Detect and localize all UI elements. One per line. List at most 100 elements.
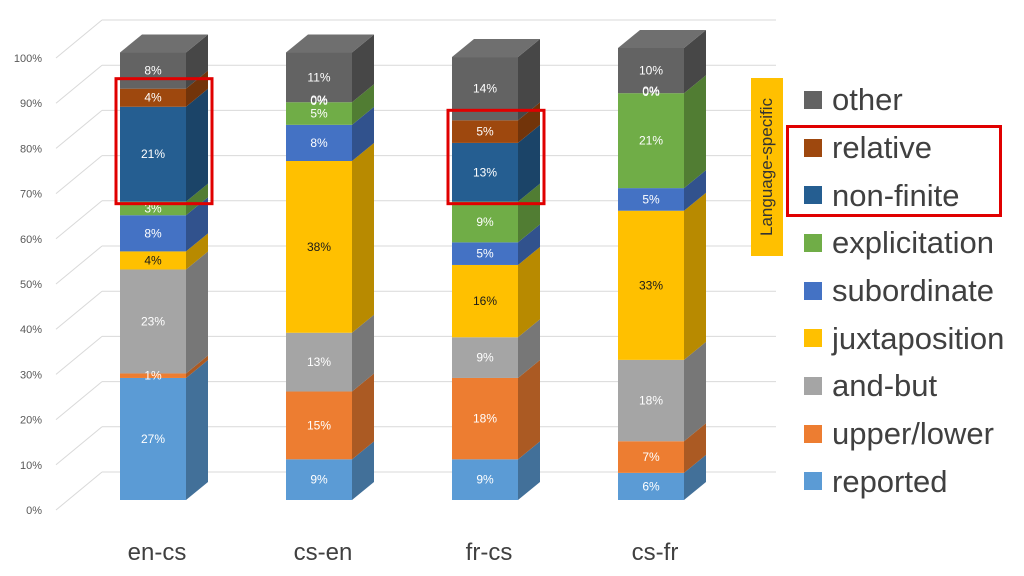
y-tick-label: 50% bbox=[20, 279, 42, 291]
legend-swatch bbox=[804, 138, 822, 157]
bar-segment bbox=[618, 359, 684, 442]
data-label: 0% bbox=[310, 93, 328, 107]
data-label: 15% bbox=[307, 418, 331, 432]
y-tick-label: 20% bbox=[20, 415, 42, 427]
x-category-label: fr-cs bbox=[466, 539, 513, 566]
gridline-side bbox=[55, 245, 103, 285]
bar-segment-side bbox=[684, 75, 706, 189]
bar-segment-side bbox=[186, 251, 208, 374]
data-label: 0% bbox=[642, 84, 660, 98]
legend-label: juxtaposition bbox=[832, 320, 1005, 356]
bar-segment bbox=[452, 264, 518, 338]
bar-segment-side bbox=[352, 84, 374, 125]
bar-segment-side bbox=[352, 34, 374, 103]
bar-segment-side bbox=[352, 143, 374, 333]
bar-segment-side bbox=[518, 246, 540, 338]
bar-segment-side bbox=[186, 88, 208, 202]
y-tick-label: 60% bbox=[20, 234, 42, 246]
bar-segment bbox=[120, 377, 186, 500]
legend-label: subordinate bbox=[832, 273, 995, 309]
bar-segment bbox=[618, 472, 684, 500]
bar-segment-side bbox=[518, 124, 540, 202]
bar-segment bbox=[286, 124, 352, 161]
data-label: 13% bbox=[473, 165, 497, 179]
gridline-side bbox=[55, 426, 103, 466]
data-label: 13% bbox=[307, 355, 331, 369]
y-tick-label: 40% bbox=[20, 324, 42, 336]
data-label: 11% bbox=[307, 70, 330, 84]
data-label: 18% bbox=[639, 394, 663, 408]
y-tick-label: 10% bbox=[20, 460, 42, 472]
bar-segment-side bbox=[186, 359, 208, 500]
gridline-side bbox=[55, 200, 103, 240]
data-label: 5% bbox=[476, 247, 494, 261]
data-label: 6% bbox=[642, 479, 660, 493]
data-label: 9% bbox=[476, 473, 494, 487]
legend-item: explicitation bbox=[804, 219, 1004, 267]
legend-item: upper/lower bbox=[804, 410, 1004, 458]
y-tick-label: 80% bbox=[20, 143, 42, 155]
bar-segment bbox=[286, 459, 352, 500]
legend-label: relative bbox=[832, 130, 932, 166]
gridline-side bbox=[55, 19, 103, 59]
data-label: 8% bbox=[144, 226, 162, 240]
legend-label: and-but bbox=[832, 368, 938, 404]
data-label: 21% bbox=[639, 134, 663, 148]
bar-top-face bbox=[120, 34, 208, 53]
data-label: 4% bbox=[144, 253, 162, 267]
data-label: 5% bbox=[642, 192, 660, 206]
bar-segment-side bbox=[186, 183, 208, 216]
gridline-side bbox=[55, 381, 103, 420]
data-label: 1% bbox=[144, 369, 162, 383]
bar-segment bbox=[120, 52, 186, 89]
bar-segment bbox=[120, 251, 186, 270]
x-category-label: cs-fr bbox=[632, 539, 679, 566]
highlight-box bbox=[446, 108, 546, 206]
bar-segment bbox=[286, 332, 352, 392]
bar-segment bbox=[452, 459, 518, 500]
bar-segment-side bbox=[186, 34, 208, 89]
bar-segment bbox=[452, 142, 518, 202]
data-label: 38% bbox=[307, 240, 331, 254]
bar-segment-side bbox=[518, 183, 540, 243]
bar-segment bbox=[286, 391, 352, 460]
data-label: 8% bbox=[310, 136, 328, 150]
bar-stack-en-cs: 27%1%23%4%8%3%21%4%8% bbox=[120, 34, 208, 500]
legend-label: reported bbox=[832, 463, 948, 499]
bar-segment-side bbox=[352, 314, 374, 392]
data-label: 7% bbox=[642, 450, 660, 464]
legend-swatch bbox=[804, 329, 822, 348]
bar-stack-cs-fr: 6%7%18%33%5%21%0%0%10% bbox=[618, 30, 706, 500]
legend-swatch bbox=[804, 233, 822, 252]
bar-segment bbox=[618, 210, 684, 360]
bar-segment bbox=[120, 215, 186, 252]
legend-highlight-box bbox=[786, 125, 1002, 217]
bar-segment bbox=[120, 373, 186, 378]
data-label: 9% bbox=[476, 215, 494, 229]
data-label: 23% bbox=[141, 314, 165, 328]
bar-segment bbox=[120, 106, 186, 202]
language-specific-label: Language-specific bbox=[757, 98, 777, 236]
bar-segment bbox=[120, 269, 186, 374]
bar-segment bbox=[452, 337, 518, 378]
data-label: 10% bbox=[639, 64, 663, 78]
bar-segment-side bbox=[518, 39, 540, 121]
y-tick-label: 90% bbox=[20, 98, 42, 110]
bar-segment bbox=[452, 377, 518, 460]
bar-segment-side bbox=[352, 106, 374, 161]
gridline-side bbox=[55, 110, 103, 149]
legend-swatch bbox=[804, 281, 822, 300]
gridline-side bbox=[55, 336, 103, 375]
bar-segment-side bbox=[352, 441, 374, 500]
bar-segment-side bbox=[684, 30, 706, 94]
legend-item: relative bbox=[804, 124, 1004, 172]
bar-segment-side bbox=[518, 102, 540, 143]
legend-item: subordinate bbox=[804, 267, 1004, 315]
data-label: 0% bbox=[642, 85, 660, 99]
language-specific-callout: Language-specific bbox=[751, 78, 783, 256]
bar-segment-side bbox=[518, 224, 540, 265]
gridline-side bbox=[55, 290, 103, 330]
bar-segment-side bbox=[186, 233, 208, 270]
x-category-label: en-cs bbox=[128, 539, 187, 566]
